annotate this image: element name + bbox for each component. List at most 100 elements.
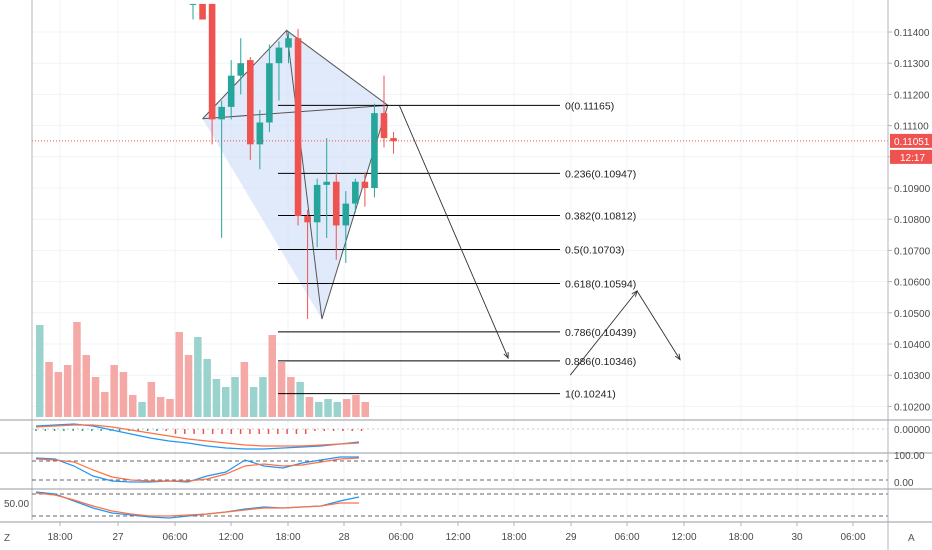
arrow-line xyxy=(398,105,509,359)
time-tick-label: 18:00 xyxy=(275,532,300,543)
volume-bar xyxy=(138,402,146,417)
volume-bar xyxy=(249,387,258,417)
volume-bar xyxy=(203,359,211,417)
time-tick-label: 06:00 xyxy=(614,532,639,543)
corner-label-right[interactable]: A xyxy=(908,533,915,544)
candle-body xyxy=(256,122,264,145)
price-tick-label: 0.10900 xyxy=(894,184,931,195)
pattern-outline xyxy=(202,29,389,320)
time-tick-label: 18:00 xyxy=(728,532,753,543)
projection-arrows xyxy=(398,105,681,376)
volume-bar xyxy=(333,402,342,417)
candle-body xyxy=(189,3,197,5)
volume-bar xyxy=(82,355,90,417)
candle-body xyxy=(227,75,235,107)
time-tick-label: 06:00 xyxy=(162,532,187,543)
price-tick-label: 0.10800 xyxy=(894,215,931,226)
corner-label-left[interactable]: Z xyxy=(4,533,11,544)
candle-body xyxy=(371,113,378,188)
volume-bar xyxy=(305,397,314,417)
volume-bar xyxy=(259,377,267,417)
candle-body xyxy=(361,181,369,188)
price-tick-label: 0.11400 xyxy=(894,28,930,39)
price-tick-label: 0.10300 xyxy=(894,371,931,382)
volume-bar xyxy=(277,362,286,417)
time-tick-label: 29 xyxy=(565,532,577,543)
candle-body xyxy=(332,181,340,226)
price-tick-label: 0.10600 xyxy=(894,278,931,289)
fib-label: 0.5(0.10703) xyxy=(565,244,625,256)
arrow-head xyxy=(503,352,509,360)
volume-bar xyxy=(101,392,109,417)
price-tick-label: 0.10200 xyxy=(894,402,931,413)
time-tick-label: 27 xyxy=(112,532,124,543)
stoch-d xyxy=(35,457,360,482)
candle-body xyxy=(208,3,216,120)
price-tick-label: 0.11300 xyxy=(894,59,930,70)
candle-body xyxy=(342,203,350,226)
rsi-axis-label: 50.00 xyxy=(4,499,29,510)
volume-bar xyxy=(119,372,128,417)
indicator-panes xyxy=(32,423,888,519)
time-tick-label: 06:00 xyxy=(840,532,865,543)
candle-body xyxy=(313,184,321,223)
macd-signal xyxy=(35,424,360,447)
volume-bar xyxy=(361,402,369,417)
price-axis[interactable]: 0.114000.113000.112000.111000.110000.109… xyxy=(4,0,932,550)
volume-bar xyxy=(212,379,221,417)
volume-bar xyxy=(342,399,351,417)
arrow-line xyxy=(636,290,681,360)
arrow-head xyxy=(674,353,681,361)
volume-bar xyxy=(166,399,174,417)
time-tick-label: 12:00 xyxy=(218,532,243,543)
candles[interactable] xyxy=(32,3,888,320)
time-tick-label: 12:00 xyxy=(671,532,696,543)
volume-bar xyxy=(175,332,183,417)
volume-bar xyxy=(268,335,276,417)
volume-bar xyxy=(91,377,100,417)
volume-bar xyxy=(296,382,304,417)
candle-body xyxy=(285,38,292,48)
fib-label: 0.786(0.10439) xyxy=(565,327,636,339)
volume-bar xyxy=(156,397,165,417)
candle-body xyxy=(266,63,273,123)
price-tick-label: 0.11200 xyxy=(894,90,930,101)
fib-levels: 0(0.11165) 0.236(0.10947) 0.382(0.10812) 0.… xyxy=(278,100,636,401)
volume-bar xyxy=(36,325,44,417)
candle-body xyxy=(237,63,245,76)
volume-bar xyxy=(352,395,360,417)
candle-body xyxy=(247,60,254,145)
candle-body xyxy=(304,216,311,223)
price-tick-label: 0.10700 xyxy=(894,246,931,257)
volume-bar xyxy=(324,399,332,417)
price-tick-label: 0.10500 xyxy=(894,309,931,320)
volume-bar xyxy=(54,372,63,417)
time-tick-label: 28 xyxy=(338,532,350,543)
volume-bar xyxy=(184,355,193,417)
price-tick-label: 0.10400 xyxy=(894,340,931,351)
volume-bar xyxy=(315,402,323,417)
volume-bar xyxy=(240,362,249,417)
stoch-k xyxy=(35,456,359,483)
volume-bar xyxy=(63,365,72,417)
volume-bar xyxy=(129,395,137,417)
fib-label: 0.236(0.10947) xyxy=(565,168,636,180)
candle-body xyxy=(218,106,225,120)
candle-body xyxy=(390,138,397,142)
volume-bar xyxy=(110,365,118,417)
fib-label: 1(0.10241) xyxy=(565,389,616,401)
arrow-line xyxy=(569,290,638,376)
candle-body xyxy=(275,47,283,64)
candle-body xyxy=(380,113,388,139)
volume-bar xyxy=(222,387,230,417)
fib-label: 0.886(0.10346) xyxy=(565,356,636,368)
volume-bar xyxy=(194,337,202,417)
fib-label: 0(0.11165) xyxy=(565,100,614,112)
volume-bar xyxy=(287,377,295,417)
time-tick-label: 18:00 xyxy=(501,532,526,543)
countdown-tag xyxy=(890,149,932,164)
candle-body xyxy=(352,181,359,204)
price-tick-label: 0.11100 xyxy=(894,122,929,133)
time-axis[interactable]: 18:00 27 06:00 12:00 18:00 28 06:00 12:00 18:00 2… xyxy=(47,522,866,543)
